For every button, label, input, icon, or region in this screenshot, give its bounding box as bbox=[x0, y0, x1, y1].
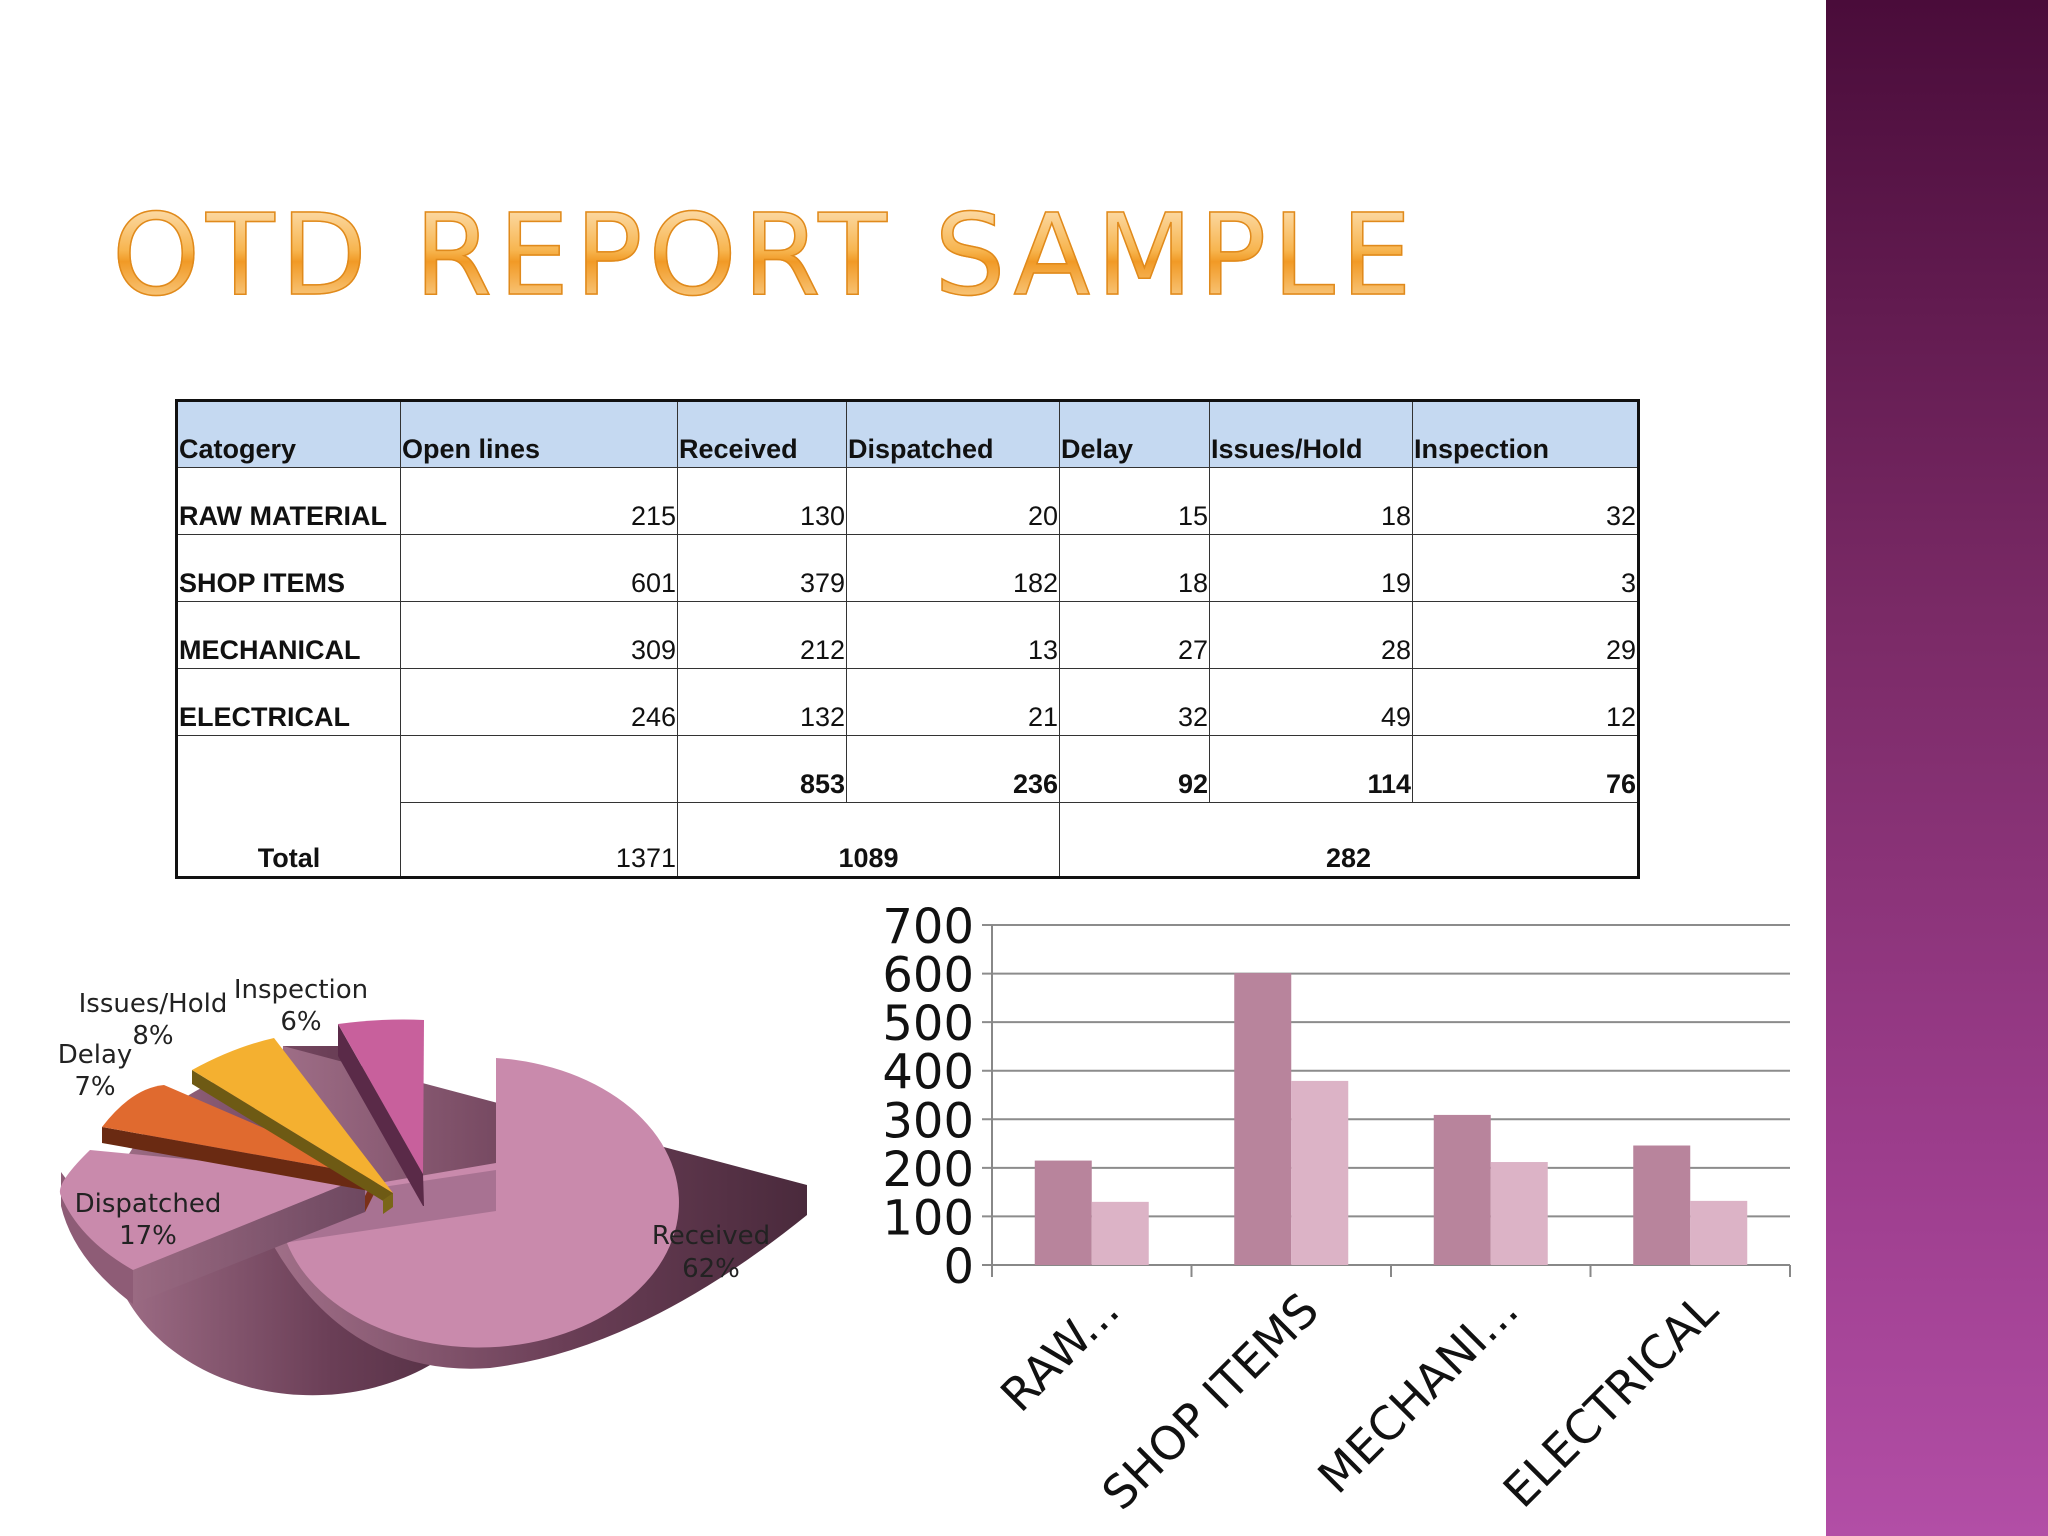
x-category-label: RAW... bbox=[990, 1283, 1129, 1422]
total-delay-issues-inspection: 282 bbox=[1059, 802, 1639, 878]
cell-received: 132 bbox=[677, 668, 847, 736]
cell-inspection: 12 bbox=[1412, 668, 1639, 736]
cell-received: 379 bbox=[677, 534, 847, 602]
table-row: SHOP ITEMS 601 379 182 18 19 3 bbox=[176, 534, 1639, 602]
pie-percent-inspection: 6% bbox=[280, 1007, 321, 1037]
cell-issues-hold: 18 bbox=[1209, 467, 1413, 535]
header-dispatched: Dispatched bbox=[846, 400, 1060, 468]
cell-issues-hold: 28 bbox=[1209, 601, 1413, 669]
y-tick-label: 0 bbox=[943, 1239, 974, 1295]
total-open-lines: 1371 bbox=[400, 802, 678, 878]
header-category: Catogery bbox=[176, 400, 401, 468]
bar-s0-2 bbox=[1433, 1114, 1491, 1265]
pie-label-delay: Delay bbox=[58, 1040, 133, 1070]
total-row: 1371 1089 282 bbox=[177, 802, 1639, 878]
cell-inspection: 29 bbox=[1412, 601, 1639, 669]
pie-slice-issues-hold bbox=[192, 1038, 393, 1214]
row-category: SHOP ITEMS bbox=[176, 534, 401, 602]
cell-dispatched: 21 bbox=[846, 668, 1060, 736]
subtotal-issues-hold: 114 bbox=[1209, 735, 1413, 803]
cell-empty bbox=[400, 735, 678, 803]
cell-dispatched: 20 bbox=[846, 467, 1060, 535]
y-tick-label: 300 bbox=[882, 1093, 974, 1149]
cell-delay: 27 bbox=[1059, 601, 1210, 669]
bar-s1-2 bbox=[1490, 1162, 1548, 1265]
cell-received: 212 bbox=[677, 601, 847, 669]
pie-label-issues-hold: Issues/Hold bbox=[79, 989, 228, 1019]
subtotal-received: 853 bbox=[677, 735, 847, 803]
pie-label-inspection: Inspection bbox=[234, 975, 368, 1005]
bar-marks bbox=[1034, 973, 1748, 1265]
header-received: Received bbox=[677, 400, 847, 468]
table-header-row: Catogery Open lines Received Dispatched … bbox=[176, 400, 1639, 468]
y-tick-label: 400 bbox=[882, 1045, 974, 1101]
y-tick-label: 200 bbox=[882, 1142, 974, 1198]
bar-s1-1 bbox=[1291, 1080, 1349, 1265]
y-tick-label: 500 bbox=[882, 996, 974, 1052]
pie-slice-dispatched bbox=[59, 1150, 365, 1304]
subtotal-inspection: 76 bbox=[1412, 735, 1639, 803]
cell-delay: 18 bbox=[1059, 534, 1210, 602]
cell-received: 130 bbox=[677, 467, 847, 535]
cell-open-lines: 215 bbox=[400, 467, 678, 535]
cell-inspection: 32 bbox=[1412, 467, 1639, 535]
bar-s0-1 bbox=[1234, 973, 1292, 1265]
pie-slice-inspection bbox=[338, 1019, 424, 1206]
y-tick-label: 100 bbox=[882, 1190, 974, 1246]
y-tick-label: 600 bbox=[882, 948, 974, 1004]
subtotal-dispatched: 236 bbox=[846, 735, 1060, 803]
subtotal-delay: 92 bbox=[1059, 735, 1210, 803]
pie-percent-delay: 7% bbox=[74, 1072, 115, 1102]
side-decoration-bar bbox=[1826, 0, 2048, 1536]
y-tick-label: 700 bbox=[882, 899, 974, 955]
row-category: MECHANICAL bbox=[176, 601, 401, 669]
cell-dispatched: 13 bbox=[846, 601, 1060, 669]
header-inspection: Inspection bbox=[1412, 400, 1639, 468]
x-category-label: SHOP ITEMS bbox=[1091, 1283, 1329, 1521]
slide-title: OTD REPORT SAMPLE bbox=[111, 191, 1418, 321]
cell-inspection: 3 bbox=[1412, 534, 1639, 602]
header-open-lines: Open lines bbox=[400, 400, 678, 468]
cell-delay: 15 bbox=[1059, 467, 1210, 535]
header-delay: Delay bbox=[1059, 400, 1210, 468]
pie-label-received: Received bbox=[652, 1221, 770, 1251]
table-row: ELECTRICAL 246 132 21 32 49 12 bbox=[176, 668, 1639, 736]
pie-percent-received: 62% bbox=[682, 1254, 740, 1284]
subtotal-row: Total 853 236 92 114 76 bbox=[176, 735, 1639, 878]
pie-chart: Received 62% Dispatched 17% Delay 7% Iss… bbox=[58, 975, 807, 1396]
pie-percent-issues-hold: 8% bbox=[132, 1021, 173, 1051]
row-category: RAW MATERIAL bbox=[176, 467, 401, 535]
cell-issues-hold: 19 bbox=[1209, 534, 1413, 602]
cell-delay: 32 bbox=[1059, 668, 1210, 736]
header-issues-hold: Issues/Hold bbox=[1209, 400, 1413, 468]
pie-label-dispatched: Dispatched bbox=[75, 1189, 222, 1219]
bar-s1-0 bbox=[1091, 1201, 1149, 1265]
cell-open-lines: 309 bbox=[400, 601, 678, 669]
total-label: Total bbox=[176, 735, 401, 878]
otd-table: Catogery Open lines Received Dispatched … bbox=[175, 399, 1640, 879]
row-category: ELECTRICAL bbox=[176, 668, 401, 736]
cell-open-lines: 601 bbox=[400, 534, 678, 602]
table-row: RAW MATERIAL 215 130 20 15 18 32 bbox=[176, 467, 1639, 535]
bar-s0-3 bbox=[1633, 1145, 1691, 1265]
cell-issues-hold: 49 bbox=[1209, 668, 1413, 736]
x-category-label: MECHANI... bbox=[1307, 1283, 1528, 1504]
bar-s1-3 bbox=[1690, 1200, 1748, 1265]
total-received-dispatched: 1089 bbox=[677, 802, 1060, 878]
cell-open-lines: 246 bbox=[400, 668, 678, 736]
bar-s0-0 bbox=[1034, 1160, 1092, 1265]
x-category-label: ELECTRICAL bbox=[1493, 1282, 1729, 1518]
pie-percent-dispatched: 17% bbox=[119, 1221, 177, 1251]
cell-dispatched: 182 bbox=[846, 534, 1060, 602]
table-row: MECHANICAL 309 212 13 27 28 29 bbox=[176, 601, 1639, 669]
